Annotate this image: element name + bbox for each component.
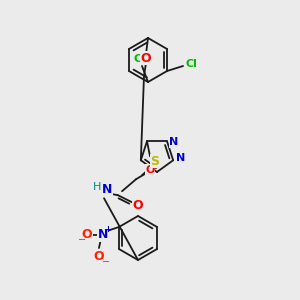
Text: N: N — [176, 153, 185, 163]
Text: O: O — [133, 199, 143, 212]
Text: H: H — [93, 182, 101, 192]
Text: Cl: Cl — [133, 54, 145, 64]
Text: O: O — [145, 165, 155, 175]
Text: −: − — [78, 235, 86, 245]
Text: O: O — [141, 52, 151, 64]
Text: Cl: Cl — [185, 59, 197, 69]
Text: N: N — [169, 137, 178, 147]
Text: +: + — [104, 226, 111, 235]
Text: S: S — [151, 155, 160, 168]
Text: N: N — [98, 229, 108, 242]
Text: O: O — [82, 229, 92, 242]
Text: −: − — [102, 257, 110, 267]
Text: N: N — [102, 183, 112, 196]
Text: O: O — [94, 250, 104, 262]
